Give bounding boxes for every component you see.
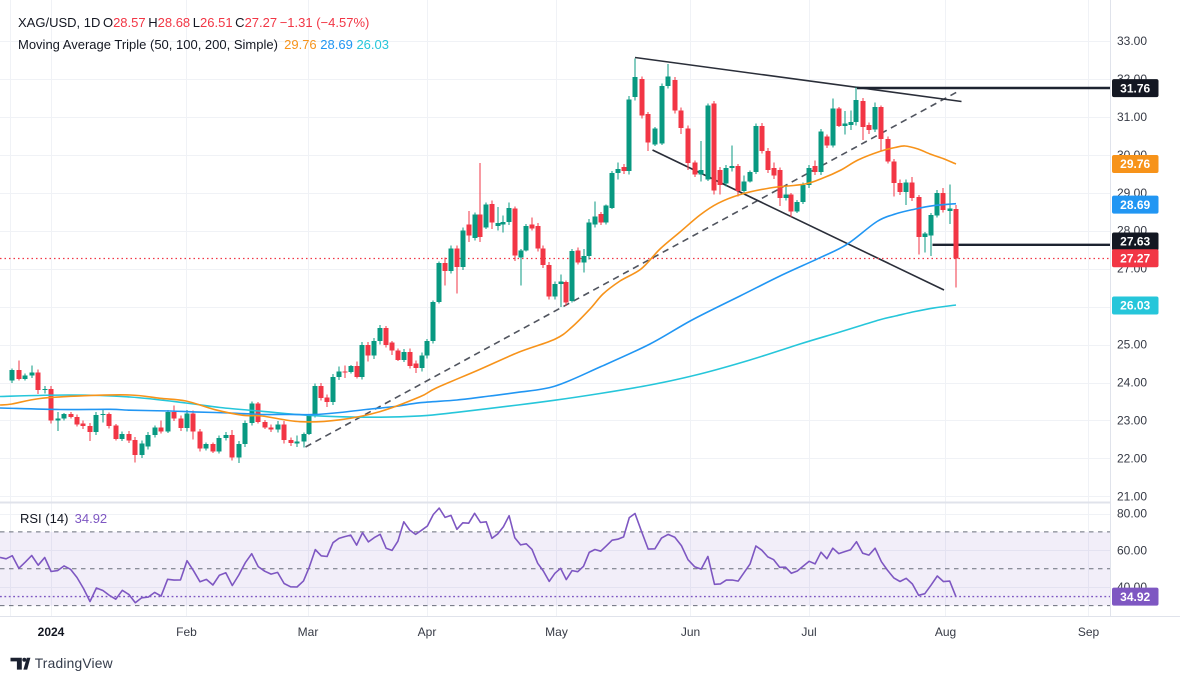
svg-text:27.63: 27.63	[1120, 235, 1150, 249]
svg-text:Apr: Apr	[418, 625, 437, 639]
svg-text:21.00: 21.00	[1117, 489, 1147, 503]
svg-text:31.00: 31.00	[1117, 110, 1147, 124]
svg-text:Jul: Jul	[801, 625, 816, 639]
svg-text:Jun: Jun	[681, 625, 700, 639]
svg-text:May: May	[545, 625, 568, 639]
svg-text:60.00: 60.00	[1117, 543, 1147, 557]
svg-text:31.76: 31.76	[1120, 81, 1150, 95]
svg-text:24.00: 24.00	[1117, 376, 1147, 390]
svg-text:XAG/USD, 1D O28.57 H28.68 L26.: XAG/USD, 1D O28.57 H28.68 L26.51 C27.27 …	[18, 15, 369, 30]
svg-text:Aug: Aug	[935, 625, 956, 639]
svg-text:80.00: 80.00	[1117, 507, 1147, 521]
svg-text:22.00: 22.00	[1117, 451, 1147, 465]
svg-text:26.03: 26.03	[1120, 299, 1150, 313]
svg-text:TradingView: TradingView	[35, 656, 113, 671]
svg-text:29.76: 29.76	[1120, 157, 1150, 171]
svg-text:Feb: Feb	[176, 625, 197, 639]
svg-text:Moving Average Triple (50, 100: Moving Average Triple (50, 100, 200, Sim…	[18, 37, 389, 52]
svg-text:33.00: 33.00	[1117, 34, 1147, 48]
svg-text:28.69: 28.69	[1120, 198, 1150, 212]
svg-text:25.00: 25.00	[1117, 338, 1147, 352]
svg-text:23.00: 23.00	[1117, 414, 1147, 428]
svg-text:34.92: 34.92	[1120, 590, 1150, 604]
svg-text:27.27: 27.27	[1120, 252, 1150, 266]
svg-text:Mar: Mar	[298, 625, 319, 639]
svg-text:RSI (14) 34.92: RSI (14) 34.92	[20, 511, 107, 526]
svg-text:Sep: Sep	[1078, 625, 1100, 639]
svg-text:2024: 2024	[38, 625, 65, 639]
